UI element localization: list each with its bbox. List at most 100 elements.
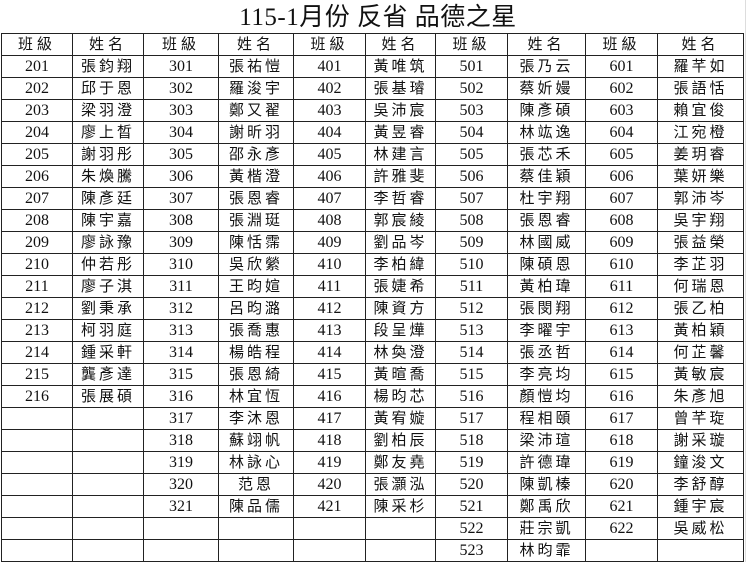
class-cell: 503 [435, 99, 508, 122]
class-cell: 618 [585, 429, 658, 452]
class-cell: 411 [293, 275, 366, 298]
student-name-cell: 劉秉承 [72, 297, 144, 320]
class-cell: 413 [293, 319, 366, 342]
header-name: 姓名 [218, 33, 294, 56]
class-cell: 420 [293, 473, 366, 496]
student-name-cell: 梁羽澄 [72, 99, 144, 122]
class-cell: 416 [293, 385, 366, 408]
header-class: 班級 [1, 33, 73, 56]
class-cell: 615 [585, 363, 658, 386]
empty-cell [72, 539, 144, 562]
student-name-cell: 李曜宇 [507, 319, 586, 342]
student-name-cell: 顏愷均 [507, 385, 586, 408]
class-cell: 606 [585, 165, 658, 188]
student-name-cell: 黃敏宸 [657, 363, 744, 386]
class-cell: 622 [585, 517, 658, 540]
empty-cell [365, 539, 436, 562]
empty-cell [143, 539, 219, 562]
class-cell: 210 [1, 253, 73, 276]
empty-cell [72, 429, 144, 452]
student-name-cell: 羅浚宇 [218, 77, 294, 100]
student-name-cell: 段呈燁 [365, 319, 436, 342]
student-name-cell: 林昀霏 [507, 539, 586, 562]
class-cell: 603 [585, 99, 658, 122]
student-name-cell: 謝采璇 [657, 429, 744, 452]
class-cell: 609 [585, 231, 658, 254]
table-row: 216 張展碩 316 林宜恆 416 楊昀芯 516 顏愷均 616 朱彥旭 [1, 385, 744, 408]
class-cell: 310 [143, 253, 219, 276]
class-cell: 206 [1, 165, 73, 188]
student-name-cell: 張閔翔 [507, 297, 586, 320]
header-name: 姓名 [365, 33, 436, 56]
table-row: 317 李沐恩 417 黃宥嫙 517 程相頤 617 曾芊琁 [1, 407, 744, 430]
student-name-cell: 鍾宇宸 [657, 495, 744, 518]
class-cell: 418 [293, 429, 366, 452]
student-name-cell: 仲若彤 [72, 253, 144, 276]
class-cell: 404 [293, 121, 366, 144]
empty-cell [72, 517, 144, 540]
empty-cell [293, 517, 366, 540]
class-cell: 508 [435, 209, 508, 232]
student-name-cell: 陳采杉 [365, 495, 436, 518]
class-cell: 519 [435, 451, 508, 474]
class-cell: 318 [143, 429, 219, 452]
class-cell: 523 [435, 539, 508, 562]
student-name-cell: 郭宸綾 [365, 209, 436, 232]
class-cell: 617 [585, 407, 658, 430]
class-cell: 605 [585, 143, 658, 166]
student-name-cell: 梁沛瑄 [507, 429, 586, 452]
student-name-cell: 何芷馨 [657, 341, 744, 364]
student-name-cell: 李沐恩 [218, 407, 294, 430]
class-cell: 419 [293, 451, 366, 474]
class-cell: 608 [585, 209, 658, 232]
class-cell: 516 [435, 385, 508, 408]
table-row: 214 鍾采軒 314 楊皓程 414 林奐澄 514 張丞哲 614 何芷馨 [1, 341, 744, 364]
student-name-cell: 李芷羽 [657, 253, 744, 276]
student-name-cell: 謝羽彤 [72, 143, 144, 166]
table-row: 204 廖上晳 304 謝昕羽 404 黃昱睿 504 林竑逸 604 江宛橙 [1, 121, 744, 144]
header-name: 姓名 [657, 33, 744, 56]
class-cell: 403 [293, 99, 366, 122]
class-cell: 522 [435, 517, 508, 540]
student-name-cell: 鄭又翟 [218, 99, 294, 122]
class-cell: 620 [585, 473, 658, 496]
student-name-cell: 陳恬霈 [218, 231, 294, 254]
student-name-cell: 葉妍樂 [657, 165, 744, 188]
student-name-cell: 陳凱榛 [507, 473, 586, 496]
student-name-cell: 鐘浚文 [657, 451, 744, 474]
class-cell: 316 [143, 385, 219, 408]
class-cell: 601 [585, 55, 658, 78]
class-cell: 216 [1, 385, 73, 408]
student-name-cell: 郭沛岑 [657, 187, 744, 210]
student-name-cell: 許德瑋 [507, 451, 586, 474]
header-class: 班級 [293, 33, 366, 56]
page-title: 115-1月份 反省 品德之星 [239, 4, 517, 31]
empty-cell [365, 517, 436, 540]
class-cell: 501 [435, 55, 508, 78]
table-row: 210 仲若彤 310 吳欣縈 410 李柏緯 510 陳碩恩 610 李芷羽 [1, 253, 744, 276]
class-cell: 309 [143, 231, 219, 254]
class-cell: 304 [143, 121, 219, 144]
class-cell: 619 [585, 451, 658, 474]
table-row: 320 范恩 420 張灝泓 520 陳凱榛 620 李舒醇 [1, 473, 744, 496]
class-cell: 213 [1, 319, 73, 342]
class-cell: 401 [293, 55, 366, 78]
student-name-cell: 朱煥騰 [72, 165, 144, 188]
student-name-cell: 李哲睿 [365, 187, 436, 210]
class-cell: 504 [435, 121, 508, 144]
empty-cell [72, 495, 144, 518]
header-class: 班級 [585, 33, 658, 56]
student-name-cell: 曾芊琁 [657, 407, 744, 430]
student-name-cell: 林國威 [507, 231, 586, 254]
table-row: 212 劉秉承 312 呂昀潞 412 陳資方 512 張閔翔 612 張乙柏 [1, 297, 744, 320]
header-name: 姓名 [507, 33, 586, 56]
student-name-cell: 李亮均 [507, 363, 586, 386]
class-cell: 202 [1, 77, 73, 100]
table-row: 203 梁羽澄 303 鄭又翟 403 吳沛宸 503 陳彥碩 603 賴宜俊 [1, 99, 744, 122]
student-name-cell: 張鈞翔 [72, 55, 144, 78]
class-cell: 402 [293, 77, 366, 100]
class-cell: 205 [1, 143, 73, 166]
empty-cell [218, 517, 294, 540]
student-name-cell: 鄭禹欣 [507, 495, 586, 518]
class-cell: 613 [585, 319, 658, 342]
